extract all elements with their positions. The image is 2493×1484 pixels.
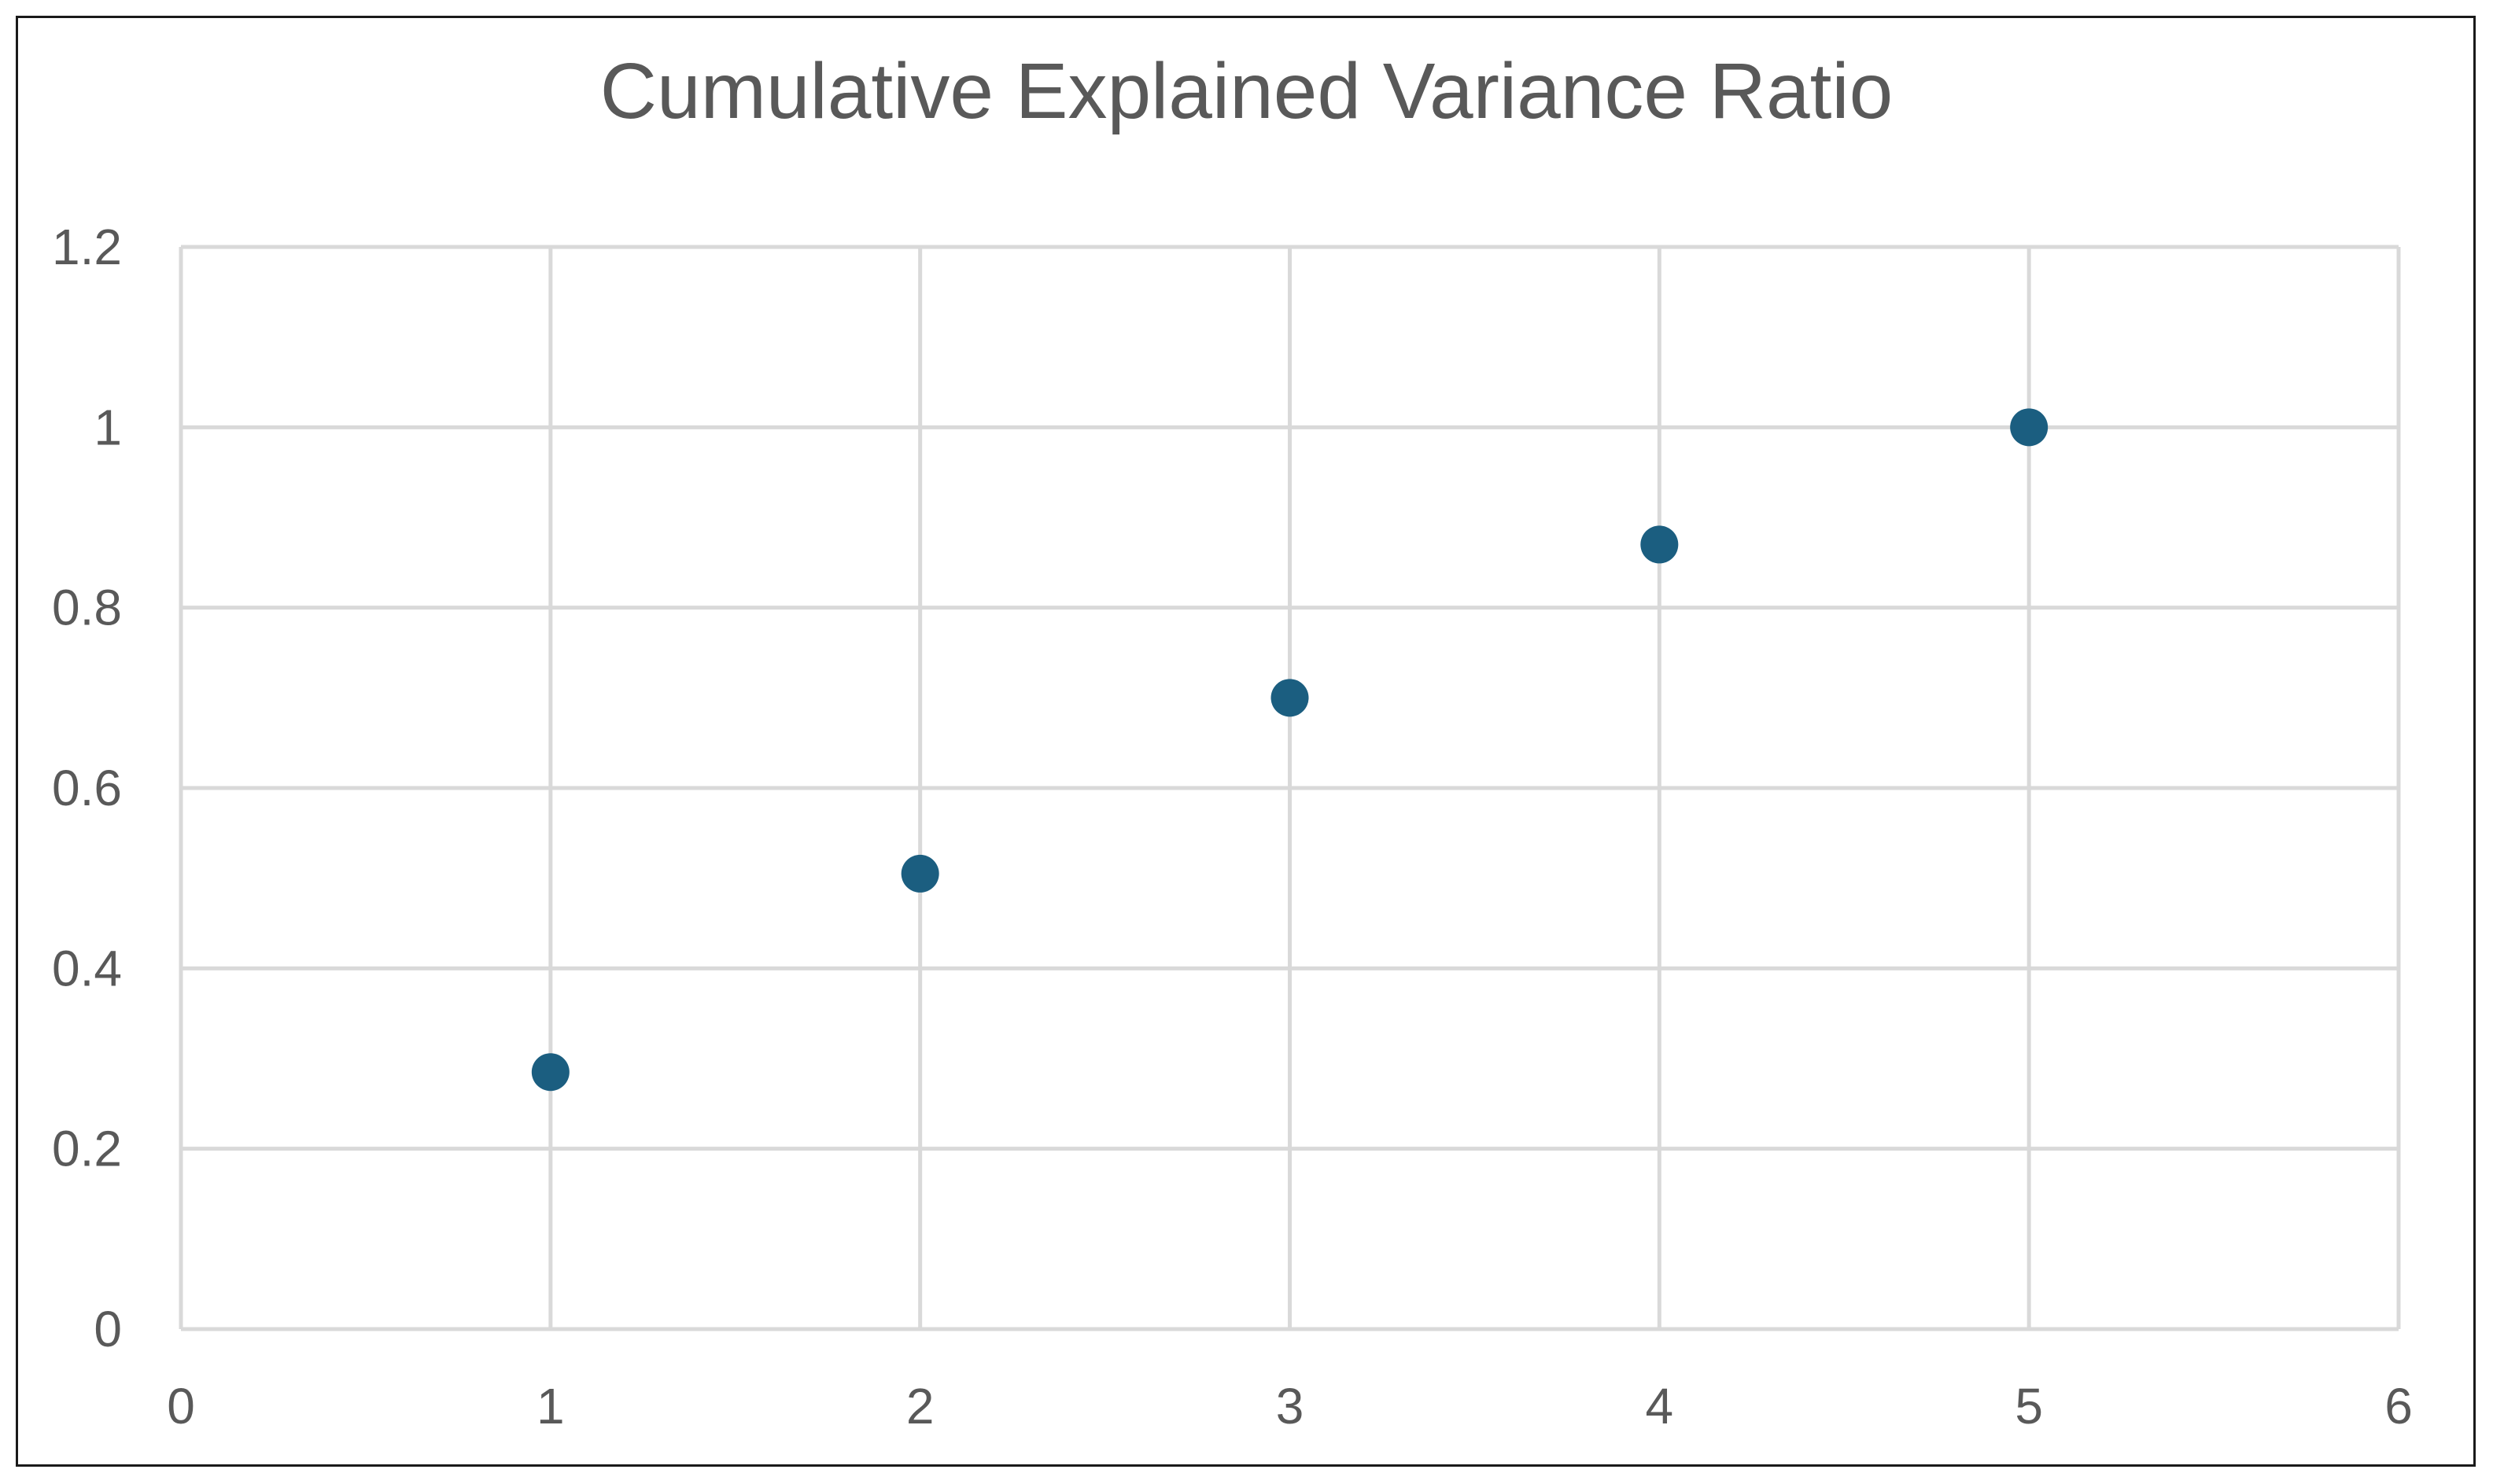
gridlines — [179, 245, 2401, 1331]
tick-labels: 0 1 2 3 4 5 6 0 0.2 0.4 0.6 0.8 1 1.2 — [52, 219, 2413, 1434]
y-tick-label: 0.6 — [52, 760, 122, 816]
y-tick-label: 1.2 — [52, 219, 122, 275]
y-tick-label: 1 — [94, 399, 122, 455]
data-point — [901, 854, 939, 893]
chart-title: Cumulative Explained Variance Ratio — [599, 47, 1894, 135]
y-tick-label: 0 — [94, 1301, 122, 1357]
y-tick-label: 0.4 — [52, 940, 122, 996]
x-tick-label: 3 — [1276, 1378, 1304, 1434]
y-tick-label: 0.2 — [52, 1121, 122, 1177]
x-tick-label: 0 — [167, 1378, 195, 1434]
data-points — [531, 408, 2049, 1092]
x-tick-label: 6 — [2384, 1378, 2413, 1434]
x-tick-label: 1 — [537, 1378, 565, 1434]
x-tick-label: 5 — [2015, 1378, 2043, 1434]
data-point — [1640, 525, 1679, 564]
x-tick-label: 4 — [1646, 1378, 1674, 1434]
chart-frame — [16, 16, 2476, 1467]
x-tick-label: 2 — [906, 1378, 935, 1434]
data-point — [1270, 679, 1309, 717]
y-tick-label: 0.8 — [52, 580, 122, 636]
data-point — [2010, 408, 2049, 447]
data-point — [531, 1053, 570, 1092]
